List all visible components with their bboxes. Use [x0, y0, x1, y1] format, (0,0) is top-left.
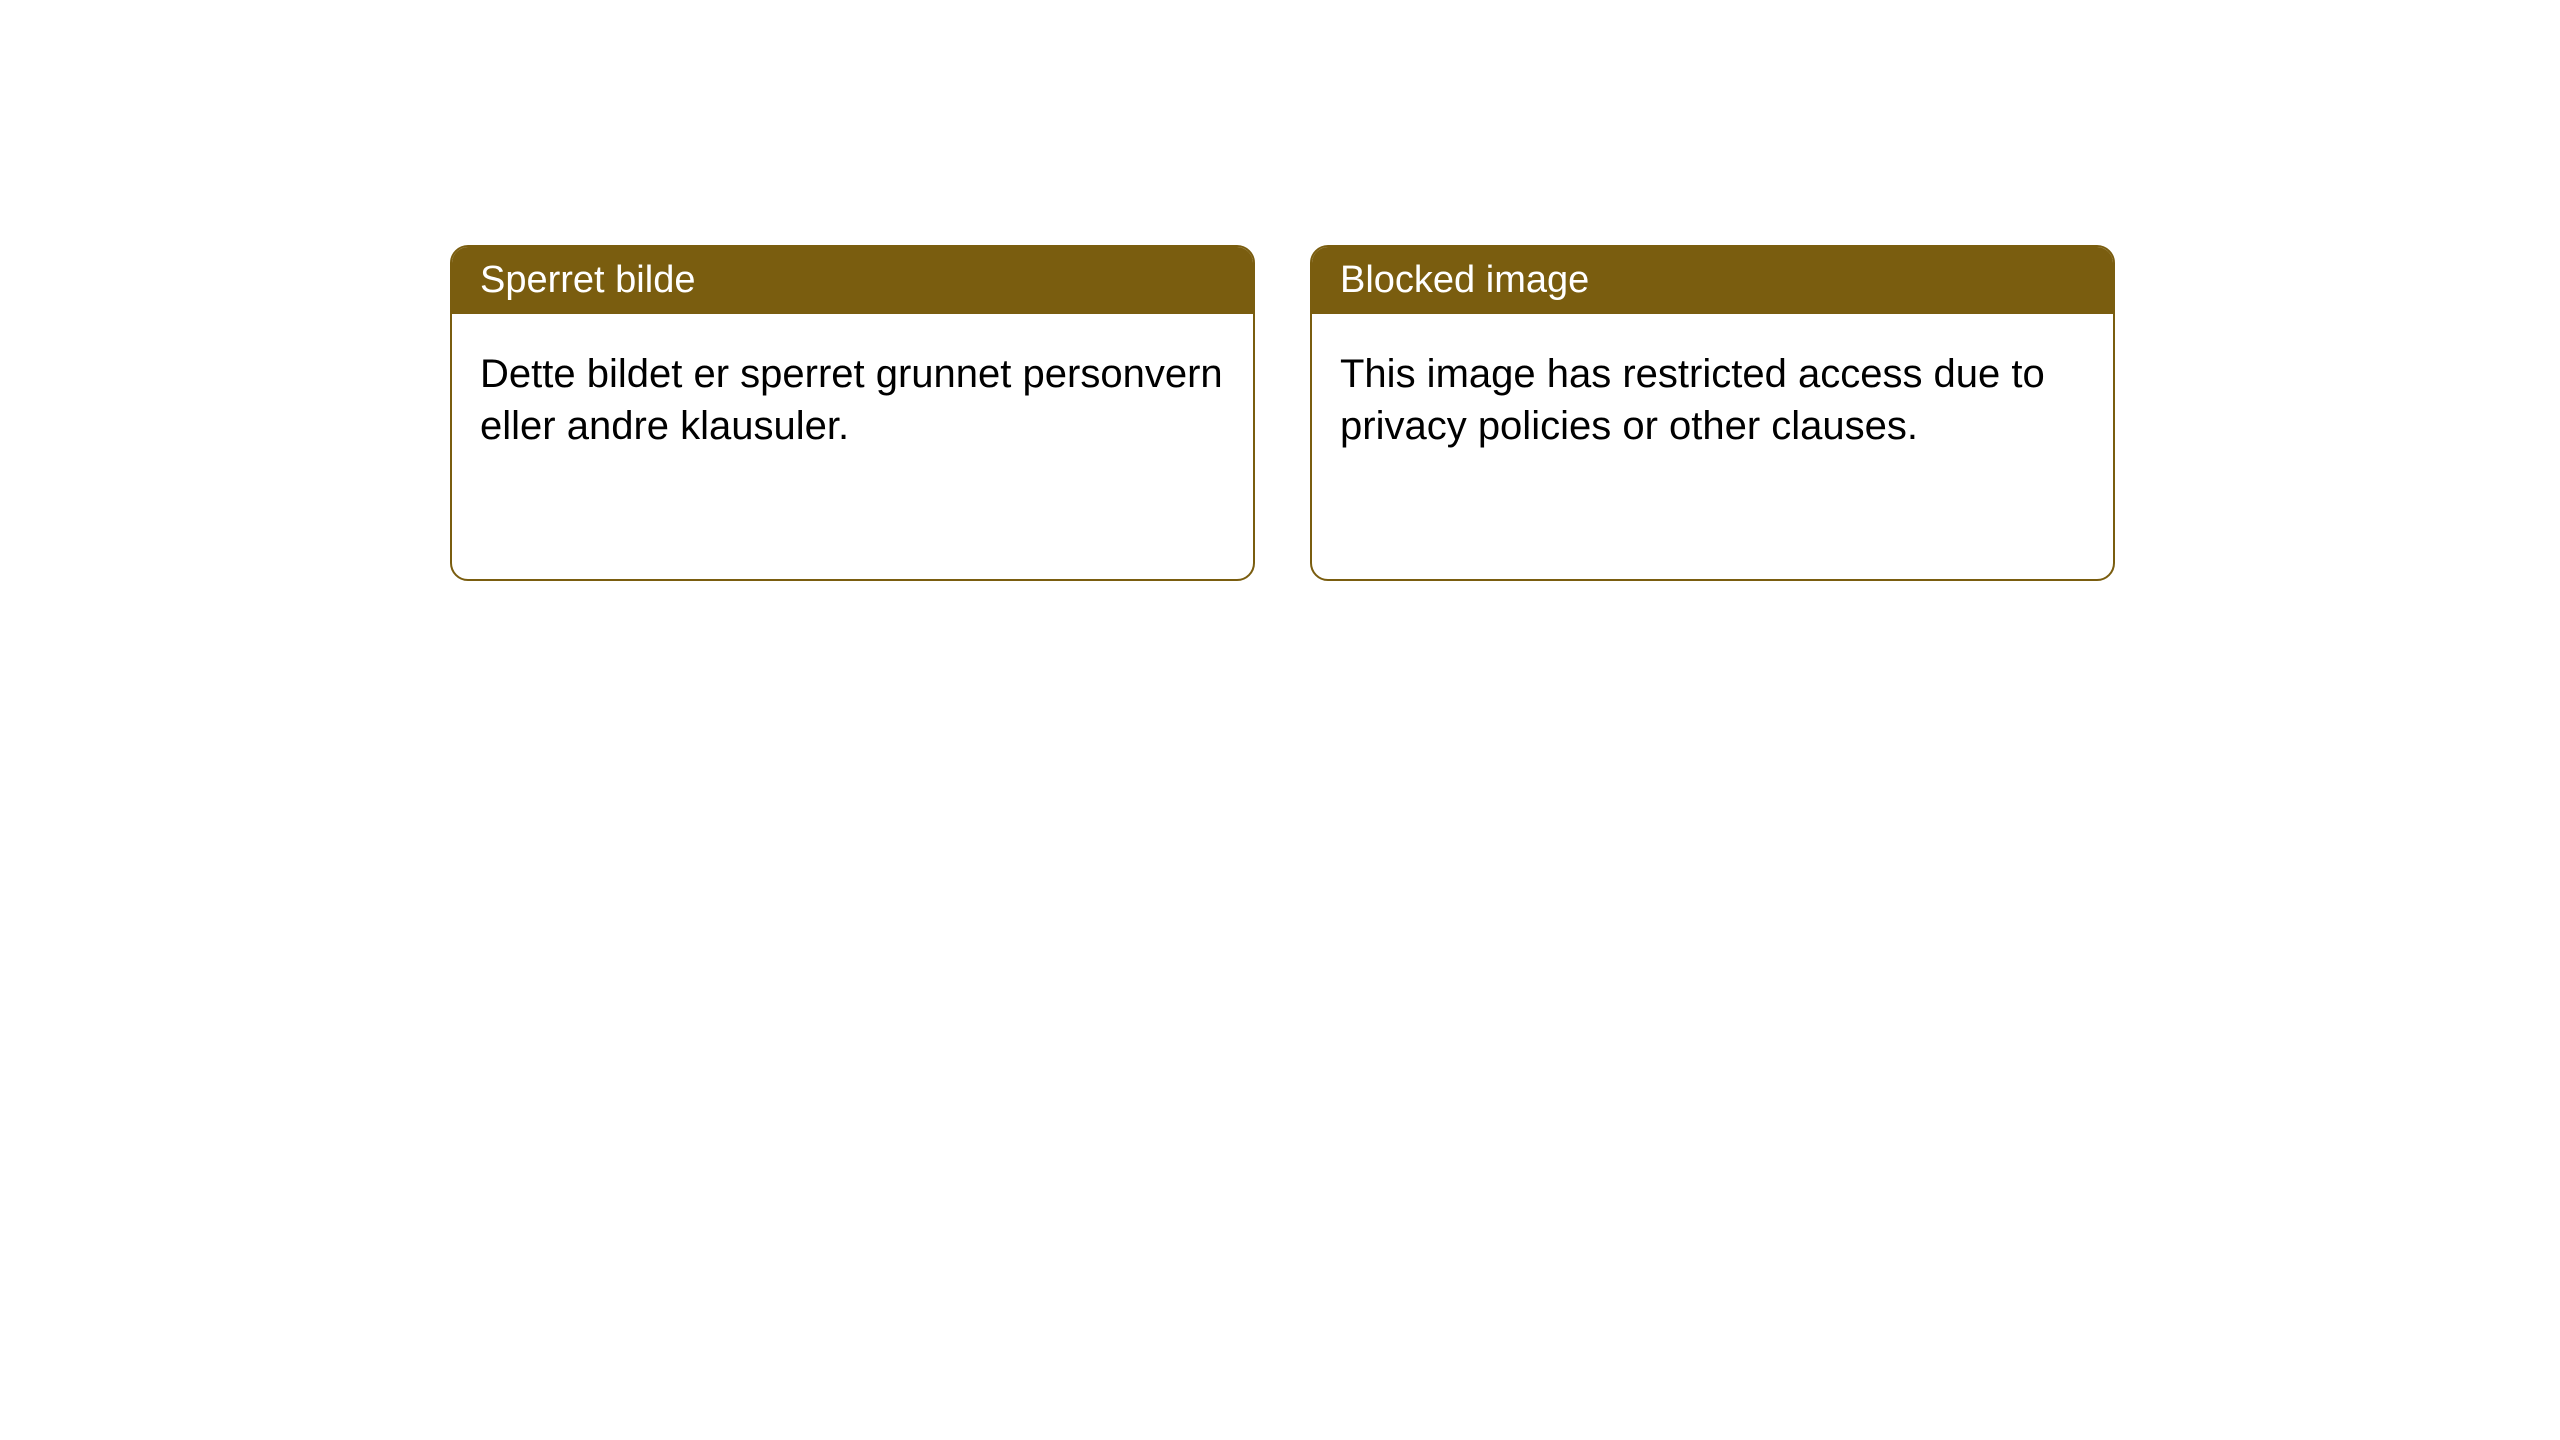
card-body: Dette bildet er sperret grunnet personve… — [452, 314, 1253, 486]
card-message: Dette bildet er sperret grunnet personve… — [480, 352, 1223, 448]
blocked-image-cards: Sperret bilde Dette bildet er sperret gr… — [450, 245, 2115, 581]
card-header: Sperret bilde — [452, 247, 1253, 314]
card-header: Blocked image — [1312, 247, 2113, 314]
card-message: This image has restricted access due to … — [1340, 352, 2045, 448]
blocked-image-card-en: Blocked image This image has restricted … — [1310, 245, 2115, 581]
blocked-image-card-no: Sperret bilde Dette bildet er sperret gr… — [450, 245, 1255, 581]
card-title: Sperret bilde — [480, 259, 695, 301]
card-title: Blocked image — [1340, 259, 1589, 301]
card-body: This image has restricted access due to … — [1312, 314, 2113, 486]
